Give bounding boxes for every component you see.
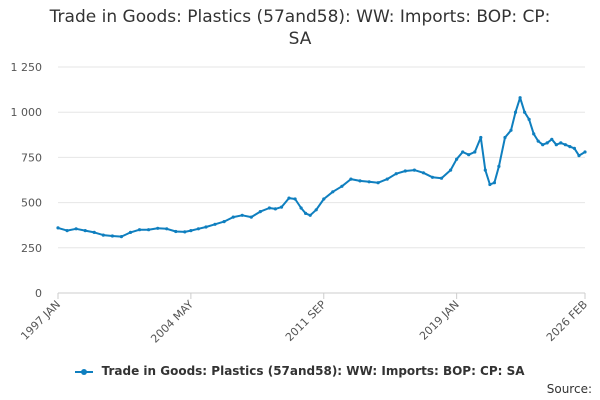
data-point[interactable]: [572, 146, 577, 150]
data-point[interactable]: [430, 175, 435, 179]
chart-title-line-2: SA: [288, 29, 312, 49]
data-point[interactable]: [497, 164, 501, 168]
data-point[interactable]: [231, 215, 235, 219]
y-tick-label: 250: [21, 242, 42, 255]
data-point[interactable]: [249, 215, 253, 219]
data-point[interactable]: [449, 168, 453, 172]
data-point[interactable]: [421, 171, 425, 175]
data-point[interactable]: [204, 225, 208, 229]
data-point[interactable]: [299, 206, 303, 210]
data-point[interactable]: [513, 110, 518, 114]
data-point[interactable]: [119, 235, 123, 239]
data-point[interactable]: [483, 168, 487, 172]
data-point[interactable]: [541, 143, 545, 147]
data-point[interactable]: [467, 153, 471, 157]
series-group: [56, 96, 587, 239]
data-point[interactable]: [287, 196, 291, 200]
data-point[interactable]: [56, 226, 60, 230]
data-point[interactable]: [376, 181, 380, 185]
data-point[interactable]: [492, 181, 496, 185]
series-line: [57, 96, 586, 238]
data-point[interactable]: [563, 143, 568, 147]
data-point[interactable]: [279, 205, 284, 209]
data-point[interactable]: [488, 182, 492, 187]
data-point[interactable]: [403, 169, 407, 173]
legend-label[interactable]: Trade in Goods: Plastics (57and58): WW: …: [101, 364, 525, 378]
data-point[interactable]: [189, 229, 193, 233]
y-tick-label: 1 000: [11, 106, 43, 119]
data-point[interactable]: [213, 222, 217, 226]
data-point[interactable]: [110, 234, 114, 238]
data-point[interactable]: [196, 227, 200, 231]
data-point[interactable]: [147, 228, 151, 232]
data-point[interactable]: [137, 228, 142, 232]
data-point[interactable]: [340, 184, 344, 188]
data-point[interactable]: [367, 180, 371, 184]
data-point[interactable]: [174, 229, 178, 234]
data-point[interactable]: [273, 207, 277, 211]
data-point[interactable]: [358, 179, 362, 183]
data-point[interactable]: [267, 206, 271, 210]
data-point[interactable]: [523, 110, 527, 114]
data-point[interactable]: [128, 230, 133, 234]
data-point[interactable]: [314, 208, 318, 212]
data-point[interactable]: [83, 229, 87, 233]
chart-title-line-1: Trade in Goods: Plastics (57and58): WW: …: [49, 7, 551, 27]
y-tick-label: 1 250: [11, 61, 43, 74]
grid-lines: [58, 66, 585, 294]
data-point[interactable]: [331, 190, 335, 194]
data-point[interactable]: [583, 150, 587, 154]
data-point[interactable]: [308, 213, 312, 217]
data-point[interactable]: [461, 150, 465, 154]
data-point[interactable]: [554, 143, 558, 147]
legend[interactable]: Trade in Goods: Plastics (57and58): WW: …: [0, 364, 600, 378]
data-point[interactable]: [258, 210, 262, 214]
data-point[interactable]: [394, 172, 398, 176]
chart-title: Trade in Goods: Plastics (57and58): WW: …: [0, 6, 600, 50]
data-point[interactable]: [349, 177, 353, 181]
x-tick-label: 2011 SEP: [283, 298, 329, 344]
data-point[interactable]: [165, 227, 169, 231]
data-point[interactable]: [455, 157, 459, 161]
data-point[interactable]: [385, 177, 389, 181]
data-point[interactable]: [577, 154, 581, 158]
data-point[interactable]: [536, 139, 540, 143]
data-point[interactable]: [304, 211, 308, 215]
data-point[interactable]: [65, 229, 69, 233]
data-point[interactable]: [412, 168, 416, 172]
data-point[interactable]: [545, 141, 549, 145]
data-point[interactable]: [322, 197, 326, 201]
data-point[interactable]: [559, 141, 563, 145]
data-point[interactable]: [293, 197, 297, 201]
data-point[interactable]: [532, 132, 536, 136]
data-point[interactable]: [74, 227, 78, 231]
y-tick-label: 750: [21, 151, 42, 164]
data-point[interactable]: [222, 220, 226, 224]
legend-swatch-icon: [75, 368, 94, 375]
x-tick-label: 2004 MAY: [148, 298, 196, 346]
data-point[interactable]: [439, 176, 444, 180]
data-point[interactable]: [240, 213, 244, 217]
data-point[interactable]: [550, 137, 554, 141]
source-label: Source:: [546, 382, 592, 396]
data-point[interactable]: [479, 135, 483, 140]
data-point[interactable]: [183, 230, 187, 234]
y-tick-label: 500: [21, 197, 42, 210]
data-point[interactable]: [527, 117, 531, 121]
y-tick-label: 0: [35, 287, 42, 300]
data-point[interactable]: [92, 230, 96, 234]
data-point[interactable]: [503, 135, 507, 140]
data-point[interactable]: [156, 226, 160, 230]
data-point[interactable]: [518, 96, 522, 100]
x-axis: 1997 JAN 2004 MAY 2011 SEP 2019 JAN 2026 FEB: [18, 292, 590, 346]
x-tick-label: 1997 JAN: [18, 298, 63, 343]
x-tick-label: 2019 JAN: [417, 298, 462, 343]
data-point[interactable]: [509, 128, 513, 132]
y-axis: 0 250 500 750 1 000 1 250: [11, 61, 43, 300]
data-point[interactable]: [101, 233, 105, 237]
data-point[interactable]: [473, 150, 477, 154]
data-point[interactable]: [568, 145, 572, 149]
x-tick-label: 2026 FEB: [544, 298, 590, 344]
